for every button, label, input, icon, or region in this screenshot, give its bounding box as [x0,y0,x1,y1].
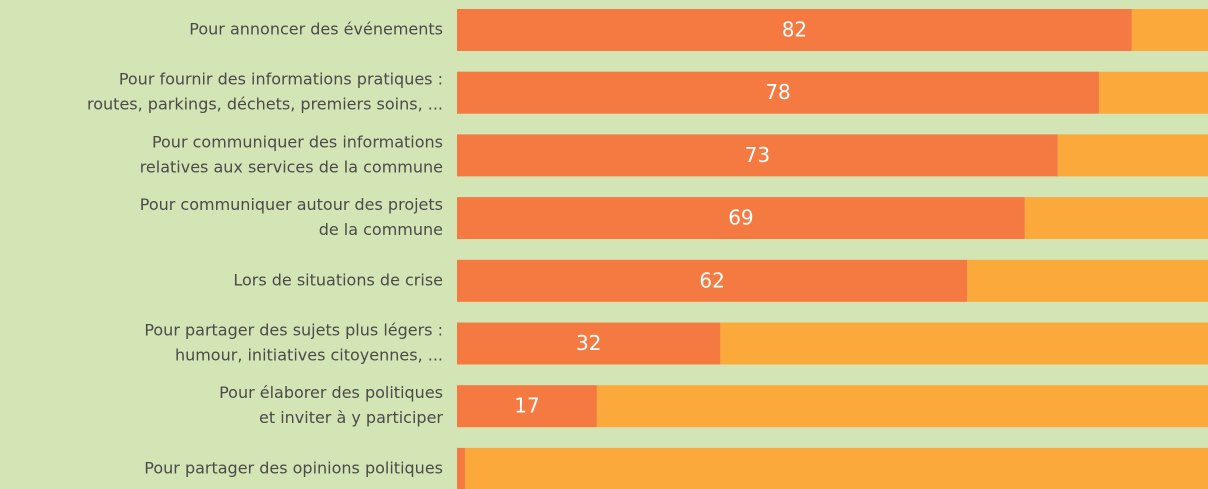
value-label: 32 [576,331,601,355]
value-label: 62 [699,268,724,292]
bar-segment [1057,134,1208,177]
value-label: 78 [765,80,790,104]
category-label: Pour annoncer des événements [189,20,443,39]
bar-segment [457,447,466,489]
value-label: 73 [745,143,770,167]
category-label: Lors de situations de crise [233,270,443,289]
bar-segment [967,259,1208,302]
bar-segment [1024,197,1208,240]
category-label: Pour partager des opinions politiques [144,458,443,477]
category-label: Pour élaborer des politiques [219,383,443,402]
bar-segment [457,9,1132,51]
bar-segment [720,322,1208,365]
bar-segment [457,71,1099,114]
category-label: routes, parkings, déchets, premiers soin… [87,95,443,114]
category-label: Pour fournir des informations pratiques … [119,70,443,89]
category-label: humour, initiatives citoyennes, ... [175,346,443,365]
bar-segment [457,259,968,302]
category-label: de la commune [319,220,443,239]
category-label: Pour communiquer autour des projets [140,195,443,214]
value-label: 69 [728,206,753,230]
value-label: 82 [782,18,807,42]
value-label: 17 [514,394,539,418]
category-label: Pour partager des sujets plus légers : [144,321,443,340]
bar-segment [465,447,1208,489]
bar-segment [1098,71,1208,114]
bar-segment [457,322,721,365]
category-label: relatives aux services de la commune [140,157,443,176]
bar-segment [457,385,597,428]
bar-segment [596,385,1208,428]
category-label: et inviter à y participer [259,408,443,427]
bar-segment [457,197,1025,240]
bar-segment [1131,9,1208,51]
bar-segment [457,134,1058,177]
category-label: Pour communiquer des informations [152,132,443,151]
